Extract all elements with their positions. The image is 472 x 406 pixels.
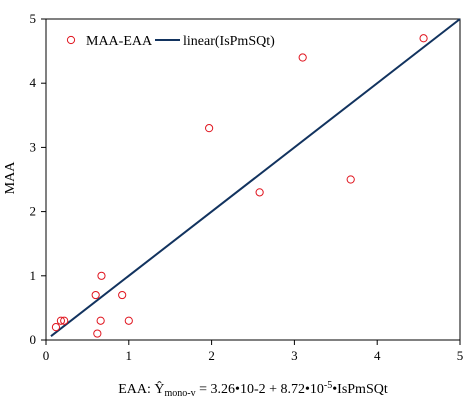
data-point	[91, 290, 100, 300]
x-tick-label: 0	[43, 348, 50, 363]
data-point	[255, 188, 264, 197]
data-point	[118, 290, 127, 300]
data-point	[56, 316, 66, 325]
legend-label-maa-eaa: MAA-EAA	[86, 34, 153, 49]
x-tick-label: 4	[374, 348, 381, 363]
series-line-group	[50, 18, 461, 337]
x-axis-label-superscript: -5	[324, 380, 332, 391]
y-tick-label: 2	[30, 204, 37, 219]
y-tick-label: 4	[30, 75, 37, 90]
y-axis-label: MAA	[3, 161, 18, 195]
x-axis-label-rest: = 3.26•10-2 + 8.72•10	[196, 382, 324, 397]
data-point	[346, 175, 355, 184]
x-tick-label: 2	[208, 348, 215, 363]
data-point	[124, 316, 133, 325]
series-points-group	[51, 34, 428, 338]
x-ticks: 0 1 2 3 4 5	[43, 340, 464, 363]
x-axis-label-subscript: mono-v	[165, 388, 196, 399]
data-point	[96, 316, 105, 325]
data-point	[93, 329, 102, 338]
data-point	[419, 34, 428, 43]
x-axis-label: EAA: Ŷmono-v = 3.26•10-2 + 8.72•10-5•IsP…	[118, 380, 388, 399]
data-point	[298, 53, 307, 62]
x-tick-label: 5	[457, 348, 464, 363]
y-tick-label: 3	[30, 139, 37, 154]
x-tick-label: 3	[291, 348, 298, 363]
axes	[45, 18, 461, 341]
series-line-linear-ispmsqt	[50, 18, 461, 337]
legend-label-linear: linear(IsPmSQt)	[183, 34, 275, 49]
x-axis-label-tail: •IsPmSQt	[332, 382, 388, 397]
y-tick-label: 1	[30, 268, 37, 283]
x-axis-label-main: EAA: Ŷ	[118, 380, 164, 397]
data-point	[97, 271, 106, 280]
y-ticks: 0 1 2 3 4 5	[30, 11, 46, 347]
data-point	[205, 124, 214, 133]
legend: MAA-EAA linear(IsPmSQt)	[66, 34, 275, 49]
data-point	[51, 323, 61, 332]
legend-marker-maa-eaa	[66, 35, 76, 45]
y-tick-label: 5	[30, 11, 37, 26]
data-point	[60, 316, 69, 325]
y-tick-label: 0	[30, 332, 37, 347]
x-tick-label: 1	[126, 348, 133, 363]
plot-frame	[45, 18, 461, 341]
